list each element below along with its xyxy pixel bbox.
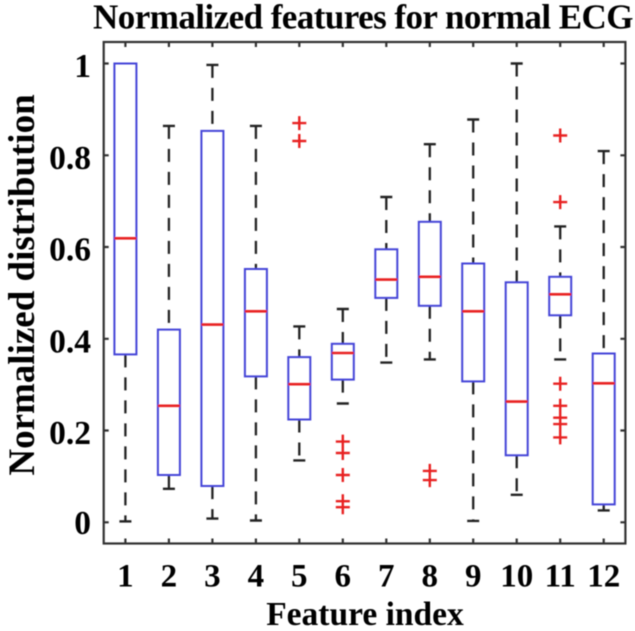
svg-text:Normalized features for normal: Normalized features for normal ECG (93, 0, 633, 37)
svg-text:0.8: 0.8 (49, 140, 91, 177)
svg-text:Normalized distribution: Normalized distribution (2, 94, 43, 476)
svg-text:0: 0 (74, 505, 91, 542)
svg-text:6: 6 (335, 559, 352, 595)
svg-text:3: 3 (204, 559, 221, 595)
svg-text:0.6: 0.6 (49, 232, 91, 269)
svg-text:2: 2 (161, 559, 178, 595)
svg-text:0.4: 0.4 (49, 323, 91, 360)
svg-text:11: 11 (545, 559, 576, 595)
svg-text:7: 7 (378, 559, 395, 595)
svg-text:1: 1 (74, 48, 91, 85)
svg-text:4: 4 (248, 559, 265, 595)
svg-text:0.2: 0.2 (49, 415, 91, 452)
svg-text:8: 8 (422, 559, 439, 595)
svg-text:10: 10 (500, 559, 533, 595)
svg-text:Feature index: Feature index (266, 596, 464, 631)
svg-text:9: 9 (465, 559, 482, 595)
svg-text:12: 12 (587, 559, 620, 595)
svg-text:5: 5 (291, 559, 308, 595)
svg-text:1: 1 (117, 559, 134, 595)
